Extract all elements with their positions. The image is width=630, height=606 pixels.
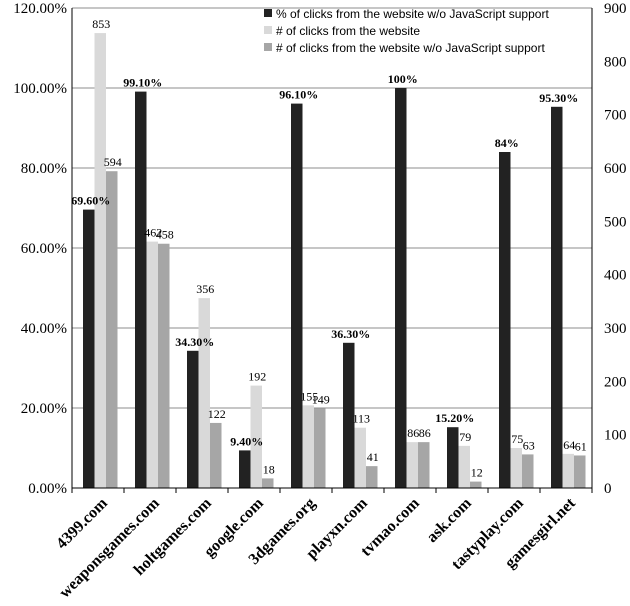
percent-label: 9.40% (230, 434, 263, 448)
y-left-tick-label: 60.00% (21, 241, 67, 257)
bar (135, 91, 147, 488)
bar (458, 445, 470, 488)
count-label: 61 (575, 439, 587, 453)
bar (106, 171, 118, 488)
bar (574, 455, 586, 488)
y-left-tick-label: 100.00% (13, 81, 67, 97)
y-right-tick-label: 400 (604, 268, 627, 284)
bar (354, 427, 366, 488)
count-label: 12 (471, 466, 483, 480)
bar (83, 209, 95, 488)
legend: % of clicks from the website w/o JavaScr… (264, 7, 549, 55)
percent-label: 69.60% (71, 194, 110, 208)
legend-swatch (264, 9, 272, 17)
bar (198, 298, 210, 488)
y-right-tick-label: 800 (604, 54, 627, 70)
percent-label: 15.20% (435, 411, 474, 425)
count-label: 86 (407, 426, 419, 440)
y-right-tick-label: 200 (604, 374, 627, 390)
count-label: 75 (511, 432, 523, 446)
legend-label: # of clicks from the website (276, 24, 420, 38)
count-label: 79 (459, 430, 471, 444)
bar (418, 442, 430, 488)
y-left-tick-label: 40.00% (21, 321, 67, 337)
count-label: 594 (104, 155, 122, 169)
count-label: 192 (248, 370, 266, 384)
y-left-tick-label: 20.00% (21, 401, 67, 417)
bar (302, 405, 314, 488)
bar (366, 466, 378, 488)
count-label: 113 (352, 412, 370, 426)
count-label: 458 (156, 228, 174, 242)
bar (94, 33, 106, 489)
legend-swatch (264, 43, 272, 51)
count-label: 41 (367, 450, 379, 464)
count-label: 63 (523, 438, 535, 452)
x-tick-label: ask.com (424, 494, 476, 546)
count-label: 86 (419, 426, 431, 440)
percent-label: 95.30% (539, 91, 578, 105)
bar (250, 385, 262, 488)
count-label: 149 (312, 393, 330, 407)
bar (210, 422, 222, 488)
count-label: 155 (300, 389, 318, 403)
percent-label: 84% (495, 136, 519, 150)
percent-label: 36.30% (331, 327, 370, 341)
y-right-tick-label: 700 (604, 108, 627, 124)
bar (158, 243, 170, 488)
bar (239, 450, 251, 488)
bar (470, 481, 482, 488)
count-label: 356 (196, 282, 214, 296)
bar (447, 427, 459, 488)
y-left-tick-label: 120.00% (13, 1, 67, 17)
legend-swatch (264, 26, 272, 34)
bar (146, 241, 158, 488)
count-label: 64 (563, 438, 575, 452)
bar (187, 350, 199, 488)
legend-label: # of clicks from the website w/o JavaScr… (276, 41, 545, 55)
count-label: 122 (208, 407, 226, 421)
percent-label: 100% (388, 72, 418, 86)
bar (499, 152, 511, 488)
bars (83, 33, 586, 489)
bar (262, 478, 274, 488)
bar (314, 408, 326, 488)
bar (343, 342, 355, 488)
percent-label: 96.10% (279, 88, 318, 102)
count-label: 462 (144, 226, 162, 240)
y-right-tick-label: 900 (604, 1, 627, 17)
y-right-tick-label: 0 (604, 481, 612, 497)
y-right-tick-label: 600 (604, 161, 627, 177)
x-tick-label: weaponsgames.com (56, 494, 163, 601)
percent-label: 99.10% (123, 76, 162, 90)
y-right-tick-label: 300 (604, 321, 627, 337)
bar (562, 453, 574, 488)
y-left-tick-label: 0.00% (28, 481, 67, 497)
bar (551, 106, 563, 489)
bar (522, 454, 534, 488)
count-label: 853 (92, 17, 110, 31)
y-right-tick-label: 100 (604, 428, 627, 444)
bar (291, 103, 303, 488)
count-label: 18 (263, 462, 275, 476)
percent-label: 34.30% (175, 335, 214, 349)
data-labels: 69.60% 99.10% 34.30% 9.40% 96.10% 36.30% 100% 1… (71, 17, 587, 480)
bar (406, 442, 418, 488)
bar (510, 448, 522, 488)
y-left-tick-label: 80.00% (21, 161, 67, 177)
legend-label: % of clicks from the website w/o JavaScr… (276, 7, 549, 21)
y-right-tick-label: 500 (604, 214, 627, 230)
bar (395, 88, 407, 488)
